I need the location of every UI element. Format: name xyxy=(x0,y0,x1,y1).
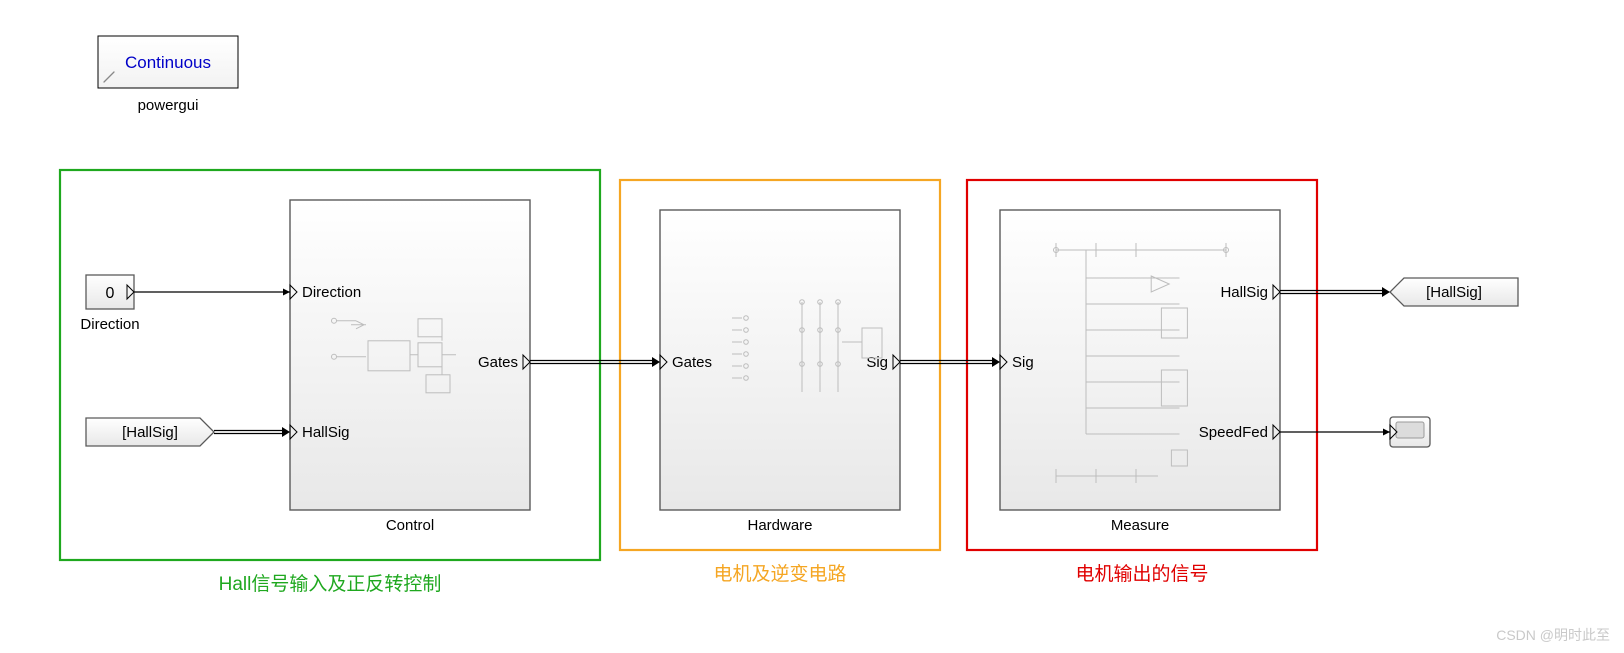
from-hallsig-text: [HallSig] xyxy=(122,424,178,441)
measure-in-sig: Sig xyxy=(1012,354,1034,371)
watermark: CSDN @明时此至 xyxy=(1496,627,1610,643)
constant-value: 0 xyxy=(106,285,115,302)
measure_zone-label: 电机输出的信号 xyxy=(1075,563,1208,585)
hardware-label: Hardware xyxy=(747,517,812,534)
constant-direction[interactable]: 0 xyxy=(86,275,134,309)
wire-sig xyxy=(900,357,1000,367)
wire-from-hallsig xyxy=(214,427,290,437)
constant-label: Direction xyxy=(80,316,139,333)
goto-hallsig-text: [HallSig] xyxy=(1426,284,1482,301)
measure-subsystem[interactable]: Sig HallSig SpeedFed xyxy=(1000,210,1280,510)
powergui-title: Continuous xyxy=(125,53,211,72)
measure-out-hallsig: HallSig xyxy=(1220,284,1268,301)
hardware-subsystem[interactable]: Gates Sig xyxy=(660,210,900,510)
wire-gates xyxy=(530,357,660,367)
control_zone-label: Hall信号输入及正反转控制 xyxy=(219,573,442,595)
scope-block[interactable] xyxy=(1390,417,1430,447)
control-label: Control xyxy=(386,517,434,534)
measure-out-speedfed: SpeedFed xyxy=(1199,424,1268,441)
powergui-block[interactable]: Continuous xyxy=(98,36,238,88)
control-in-direction: Direction xyxy=(302,284,361,301)
control-in-hallsig: HallSig xyxy=(302,424,350,441)
powergui-label: powergui xyxy=(138,97,199,114)
control-out-gates: Gates xyxy=(478,354,518,371)
from-hallsig[interactable]: [HallSig] xyxy=(86,418,214,446)
goto-hallsig[interactable]: [HallSig] xyxy=(1390,278,1518,306)
control-subsystem[interactable]: Direction HallSig Gates xyxy=(290,200,530,510)
hardware_zone-label: 电机及逆变电路 xyxy=(713,563,846,585)
wire-hallsig-out xyxy=(1280,287,1390,297)
hardware-out-sig: Sig xyxy=(866,354,888,371)
simulink-canvas: ContinuousDirectionHallSigGatesGatesSigS… xyxy=(0,0,1624,653)
measure-label: Measure xyxy=(1111,517,1169,534)
hardware-in-gates: Gates xyxy=(672,354,712,371)
